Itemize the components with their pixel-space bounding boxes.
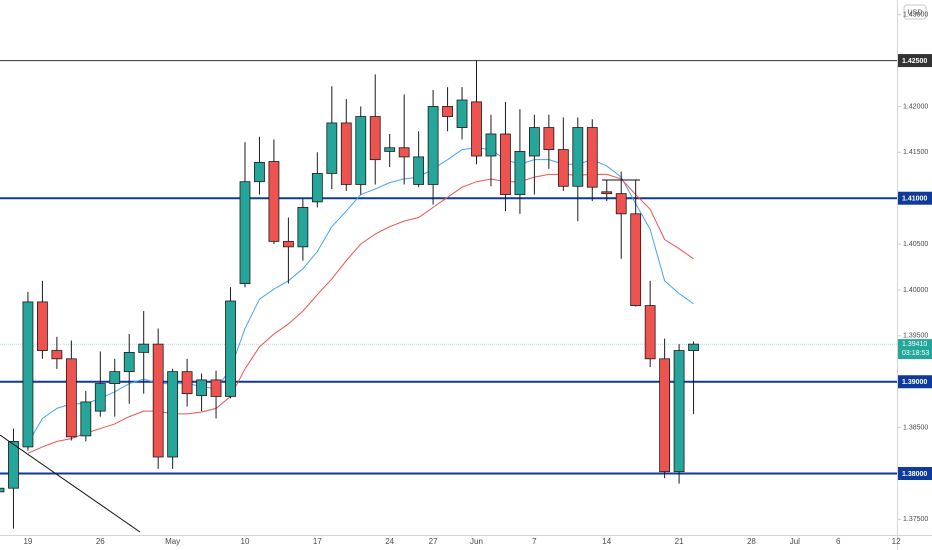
candle-body bbox=[167, 371, 179, 458]
x-tick-label: May bbox=[165, 537, 180, 546]
candle-body bbox=[369, 116, 381, 161]
candle-body bbox=[688, 343, 699, 351]
candle-body bbox=[442, 106, 453, 117]
x-tick-label: Jun bbox=[470, 537, 483, 546]
candle-body bbox=[340, 122, 352, 185]
candle-body bbox=[268, 161, 280, 242]
x-tick-label: 28 bbox=[747, 537, 756, 546]
candle-body bbox=[181, 371, 193, 395]
candle-body bbox=[500, 133, 511, 195]
x-tick-label: 6 bbox=[836, 537, 841, 546]
candle-body bbox=[615, 193, 627, 215]
y-tick-label: 1.37500 bbox=[903, 516, 928, 523]
x-tick-label: 17 bbox=[313, 537, 322, 546]
y-tick-label: 1.41500 bbox=[903, 149, 928, 156]
candle-body bbox=[8, 440, 19, 489]
candle-body bbox=[80, 401, 92, 437]
candle-body bbox=[485, 133, 497, 157]
candle-body bbox=[225, 300, 236, 397]
candle-body bbox=[514, 151, 526, 195]
last-price-box bbox=[898, 339, 932, 360]
y-tick-label: 1.40500 bbox=[903, 241, 928, 248]
candle-body bbox=[65, 358, 77, 438]
level-label-box bbox=[898, 467, 932, 481]
candle-body bbox=[22, 301, 34, 448]
level-label: 1.41000 bbox=[902, 196, 927, 203]
candle-body bbox=[138, 343, 150, 353]
candle-body bbox=[456, 99, 468, 128]
last-price-label: 1.39410 bbox=[902, 341, 927, 348]
candle-body bbox=[528, 127, 540, 157]
level-label: 1.39000 bbox=[902, 379, 927, 386]
candle-body bbox=[413, 156, 425, 185]
x-tick-label: 7 bbox=[532, 537, 537, 546]
candle-body bbox=[384, 147, 396, 152]
currency-label: USD bbox=[908, 9, 923, 16]
x-tick-label: 24 bbox=[385, 537, 394, 546]
x-tick-label: Jul bbox=[790, 537, 800, 546]
candle-body bbox=[355, 116, 367, 185]
y-tick-label: 1.38500 bbox=[903, 424, 928, 431]
candle-body bbox=[239, 181, 251, 284]
level-label-box bbox=[898, 191, 932, 205]
candle-body bbox=[659, 358, 671, 473]
currency-badge[interactable] bbox=[903, 4, 927, 20]
candle-body bbox=[94, 383, 106, 412]
y-tick-label: 1.43000 bbox=[903, 12, 928, 19]
x-tick-label: 10 bbox=[241, 537, 250, 546]
candle-body bbox=[471, 101, 482, 157]
candle-body bbox=[630, 213, 642, 306]
candle-body bbox=[572, 127, 584, 187]
candle-body bbox=[586, 127, 598, 188]
candle-body bbox=[427, 106, 439, 185]
x-tick-label: 27 bbox=[429, 537, 438, 546]
candle-body bbox=[543, 127, 555, 150]
candle-body bbox=[326, 122, 338, 174]
level-label-box bbox=[898, 375, 932, 389]
candle-body bbox=[152, 343, 164, 458]
level-label-box bbox=[898, 54, 932, 68]
candle-body bbox=[109, 371, 121, 384]
level-label: 1.42500 bbox=[902, 58, 927, 65]
candle-body bbox=[557, 149, 569, 187]
candle-body bbox=[51, 350, 63, 360]
trend-line-drawing bbox=[0, 434, 141, 533]
candle-body bbox=[673, 350, 685, 473]
x-tick-label: 19 bbox=[23, 537, 32, 546]
candle-body bbox=[601, 191, 613, 195]
y-tick-label: 1.40000 bbox=[903, 287, 928, 294]
y-tick-label: 1.39500 bbox=[903, 333, 928, 340]
candle-body bbox=[0, 487, 5, 493]
x-tick-label: 12 bbox=[892, 537, 901, 546]
x-tick-label: 21 bbox=[675, 537, 684, 546]
candle-body bbox=[311, 173, 323, 203]
plot-area bbox=[0, 60, 897, 529]
candle-body bbox=[123, 351, 135, 373]
level-label: 1.38000 bbox=[902, 471, 927, 478]
x-tick-label: 26 bbox=[96, 537, 105, 546]
candle-body bbox=[398, 147, 410, 158]
y-tick-label: 1.42000 bbox=[903, 103, 928, 110]
candle-body bbox=[210, 379, 222, 397]
candle-body bbox=[644, 305, 656, 360]
x-tick-label: 14 bbox=[602, 537, 611, 546]
candle-body bbox=[37, 301, 48, 351]
countdown-label: 03:18:53 bbox=[902, 350, 929, 357]
candle-body bbox=[282, 240, 294, 248]
candle-body bbox=[254, 162, 265, 183]
candle-body bbox=[297, 206, 309, 248]
candle-body bbox=[196, 379, 207, 396]
